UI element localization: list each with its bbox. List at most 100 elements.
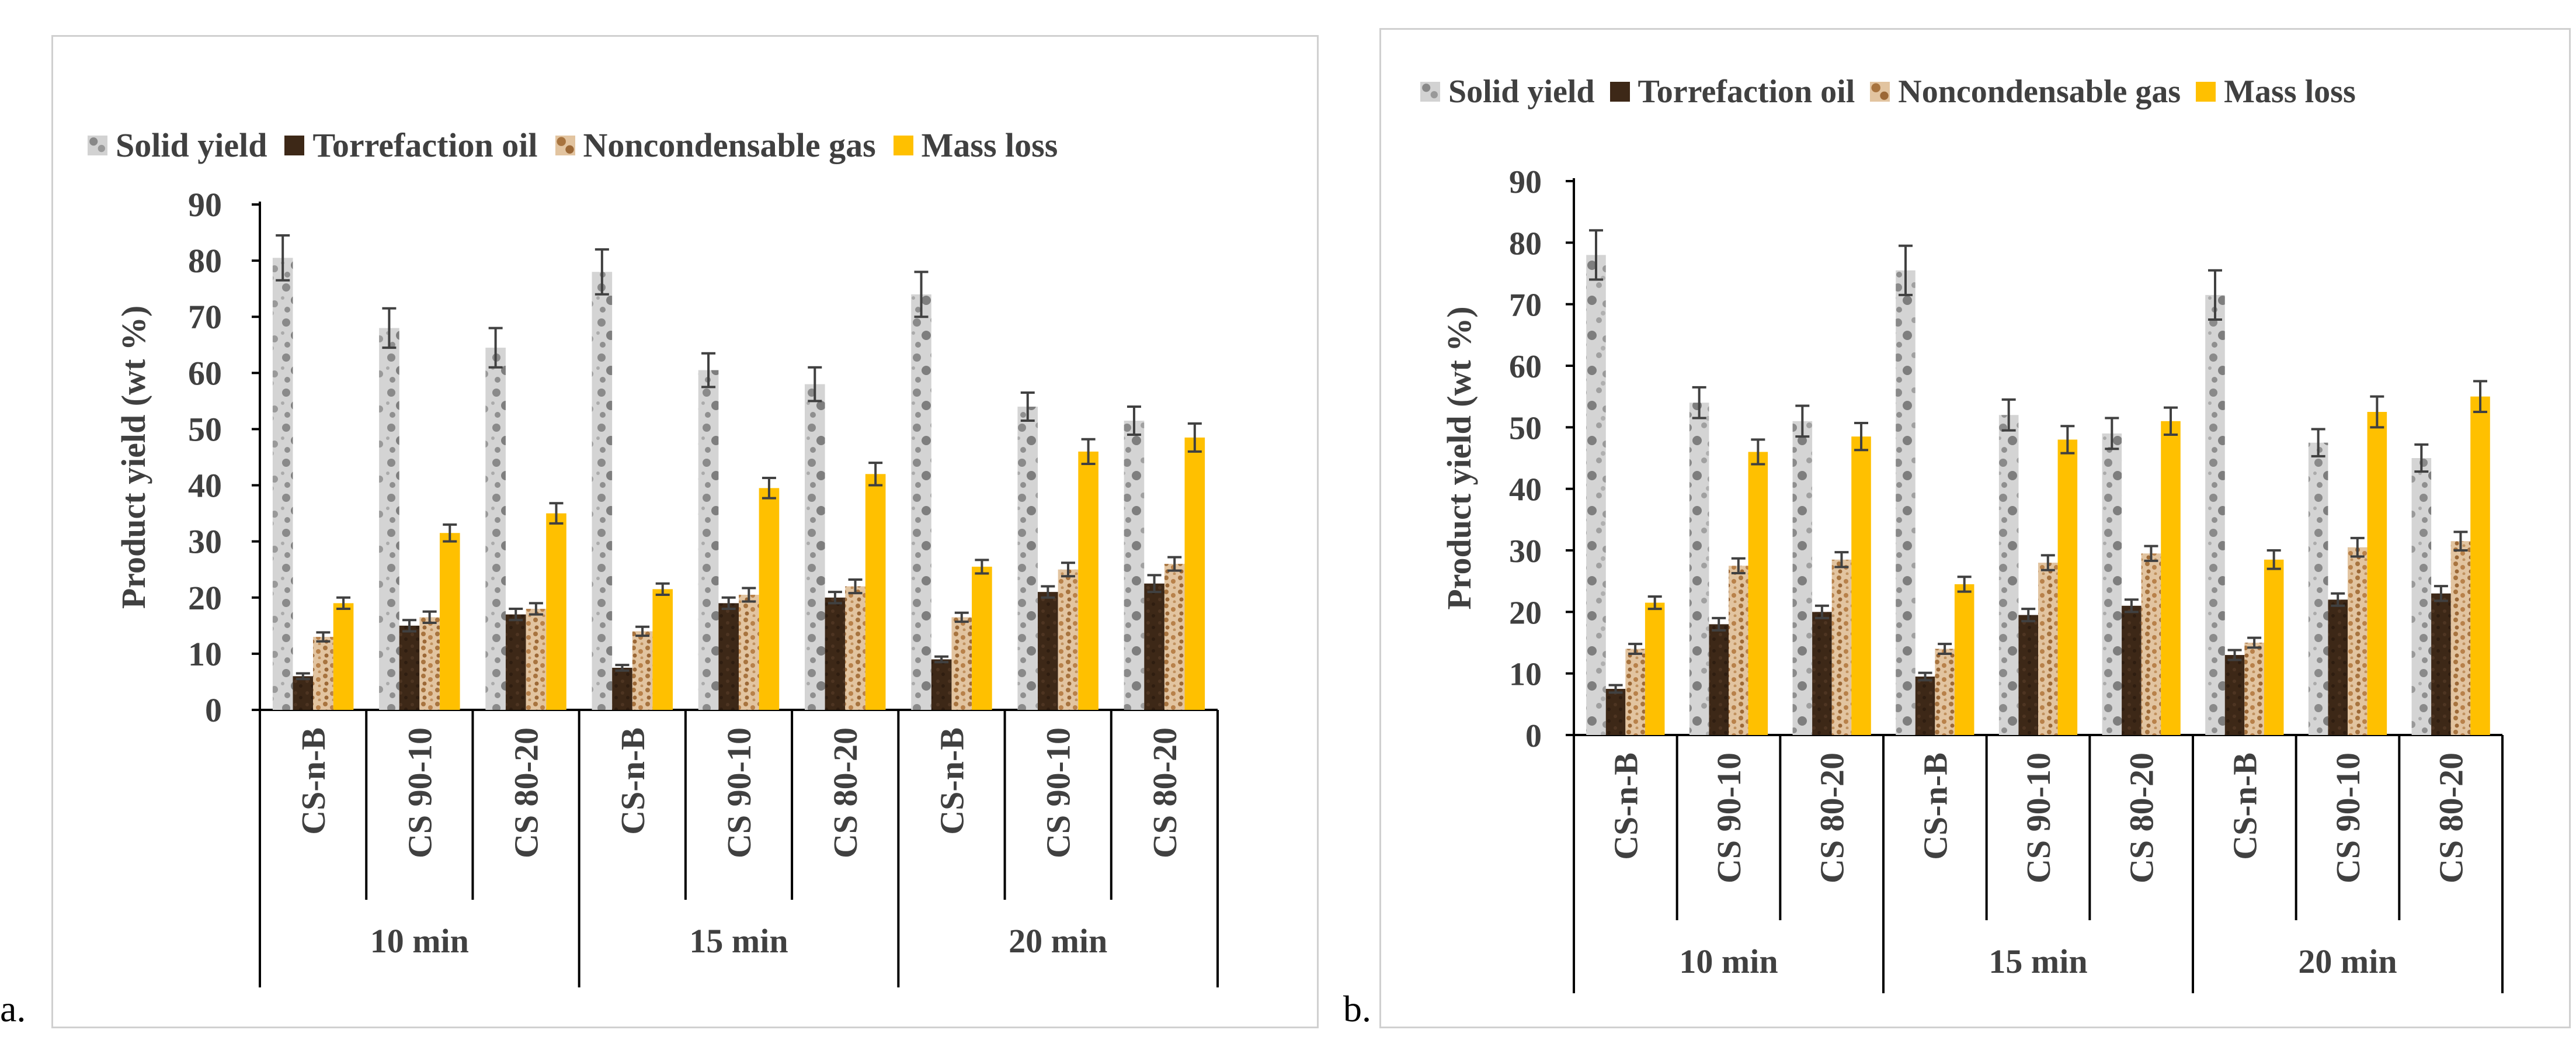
y-tick-label: 50 bbox=[188, 410, 222, 448]
legend-item-solid-yield: Solid yield bbox=[1420, 73, 1595, 110]
bar-solid-yield bbox=[1689, 403, 1709, 735]
legend-swatch-noncondensable-gas bbox=[1870, 82, 1890, 102]
bar-solid-yield bbox=[592, 272, 613, 710]
panel-b-legend: Solid yield Torrefaction oil Noncondensa… bbox=[1420, 73, 2356, 110]
legend-label-torrefaction-oil: Torrefaction oil bbox=[1638, 74, 1855, 110]
bar-solid-yield bbox=[2102, 433, 2122, 735]
y-tick-label: 40 bbox=[1509, 472, 1542, 508]
y-tick-label: 80 bbox=[1509, 226, 1542, 262]
group-label: 10 min bbox=[1679, 942, 1778, 980]
bar-mass-loss bbox=[652, 589, 673, 710]
bar-noncondensable-gas bbox=[2038, 563, 2058, 735]
panel-a-legend: Solid yield Torrefaction oil Noncondensa… bbox=[88, 126, 1058, 165]
y-tick-label: 10 bbox=[188, 635, 222, 673]
bar-torrefaction-oil bbox=[505, 614, 526, 710]
bar-noncondensable-gas bbox=[1058, 569, 1079, 710]
bar-solid-yield bbox=[1998, 415, 2019, 735]
category-label: CS-n-B bbox=[933, 727, 971, 835]
bar-noncondensable-gas bbox=[313, 637, 333, 710]
bar-solid-yield bbox=[1124, 421, 1145, 710]
group-label: 20 min bbox=[1009, 922, 1107, 960]
category-label: CS 80-20 bbox=[1146, 727, 1184, 858]
group-label: 20 min bbox=[2298, 942, 2397, 980]
y-tick-label: 60 bbox=[1509, 349, 1542, 385]
category-label: CS 90-10 bbox=[1040, 727, 1077, 858]
category-label: CS 90-10 bbox=[2329, 753, 2367, 883]
bar-noncondensable-gas bbox=[419, 617, 440, 710]
bar-solid-yield bbox=[911, 294, 931, 710]
category-label: CS-n-B bbox=[1916, 753, 1954, 860]
bar-solid-yield bbox=[379, 328, 399, 710]
bar-solid-yield bbox=[272, 258, 293, 710]
bar-torrefaction-oil bbox=[293, 676, 314, 710]
y-tick-label: 0 bbox=[205, 691, 222, 729]
chart-b: 0 10 20 30 40 50 60 70 80 90 Product yield (wt %) C… bbox=[1440, 164, 2504, 993]
y-tick-label: 10 bbox=[1509, 657, 1542, 693]
bar-solid-yield bbox=[698, 370, 719, 710]
bar-solid-yield bbox=[2308, 442, 2328, 735]
legend-swatch-noncondensable-gas bbox=[555, 135, 575, 155]
category-label: CS 90-10 bbox=[401, 727, 439, 858]
legend-swatch-mass-loss bbox=[893, 135, 913, 155]
category-label: CS-n-B bbox=[294, 727, 332, 835]
bar-solid-yield bbox=[1896, 270, 1916, 735]
bar-noncondensable-gas bbox=[632, 631, 653, 710]
bar-noncondensable-gas bbox=[951, 617, 972, 710]
bar-noncondensable-gas bbox=[526, 609, 547, 710]
bar-torrefaction-oil bbox=[612, 667, 632, 710]
group-label: 15 min bbox=[689, 922, 788, 960]
y-tick-label: 70 bbox=[188, 298, 222, 336]
category-label: CS-n-B bbox=[2226, 753, 2264, 860]
category-label: CS 80-20 bbox=[1813, 753, 1851, 883]
bar-mass-loss bbox=[2057, 439, 2078, 735]
bar-mass-loss bbox=[759, 488, 780, 710]
bar-mass-loss bbox=[1748, 452, 1768, 735]
legend-swatch-torrefaction-oil bbox=[284, 135, 305, 155]
legend-label-torrefaction-oil: Torrefaction oil bbox=[312, 126, 538, 164]
bar-noncondensable-gas bbox=[845, 586, 865, 710]
bar-solid-yield bbox=[1017, 407, 1038, 710]
category-label: CS-n-B bbox=[614, 727, 652, 835]
bar-mass-loss bbox=[2161, 421, 2181, 735]
bar-noncondensable-gas bbox=[1625, 649, 1645, 735]
group-label: 15 min bbox=[1989, 942, 2087, 980]
legend-swatch-solid-yield bbox=[88, 135, 107, 155]
y-tick-label: 30 bbox=[188, 523, 222, 561]
bar-torrefaction-oil bbox=[2018, 615, 2038, 735]
bar-solid-yield bbox=[2411, 458, 2432, 735]
y-tick-label: 20 bbox=[188, 579, 222, 617]
panel-a-letter: a. bbox=[0, 988, 26, 1029]
y-tick-label: 0 bbox=[1525, 718, 1542, 754]
bar-noncondensable-gas bbox=[2141, 553, 2161, 735]
bar-mass-loss bbox=[865, 474, 886, 710]
y-axis-label: Product yield (wt %) bbox=[1440, 306, 1478, 609]
category-label: CS 90-10 bbox=[1710, 753, 1748, 883]
y-tick-label: 70 bbox=[1509, 287, 1542, 324]
bar-mass-loss bbox=[972, 566, 992, 710]
bar-solid-yield bbox=[804, 384, 825, 710]
bar-torrefaction-oil bbox=[1709, 624, 1729, 735]
legend-swatch-torrefaction-oil bbox=[1609, 82, 1630, 102]
category-label: CS 80-20 bbox=[507, 727, 545, 858]
bar-noncondensable-gas bbox=[2450, 541, 2471, 735]
bar-noncondensable-gas bbox=[1935, 649, 1955, 735]
bar-torrefaction-oil bbox=[1038, 592, 1058, 710]
bar-noncondensable-gas bbox=[739, 594, 759, 710]
bar-noncondensable-gas bbox=[1164, 564, 1185, 710]
legend-item-mass-loss: Mass loss bbox=[893, 126, 1058, 165]
bar-mass-loss bbox=[439, 533, 460, 710]
legend-item-noncondensable-gas: Noncondensable gas bbox=[1870, 73, 2181, 110]
chart-a: 0 10 20 30 40 50 60 70 80 90 Product yield (wt %) C… bbox=[114, 186, 1219, 987]
y-tick-label: 60 bbox=[188, 354, 222, 392]
bar-mass-loss bbox=[2470, 396, 2490, 735]
legend-label-solid-yield: Solid yield bbox=[1448, 74, 1595, 110]
legend-item-noncondensable-gas: Noncondensable gas bbox=[555, 126, 876, 165]
bar-torrefaction-oil bbox=[1144, 583, 1164, 710]
legend-label-mass-loss: Mass loss bbox=[921, 126, 1058, 164]
bar-mass-loss bbox=[1851, 436, 1871, 735]
bar-mass-loss bbox=[1078, 451, 1098, 710]
bar-solid-yield bbox=[1586, 255, 1606, 735]
bar-torrefaction-oil bbox=[399, 625, 420, 710]
category-label: CS-n-B bbox=[1607, 753, 1645, 860]
